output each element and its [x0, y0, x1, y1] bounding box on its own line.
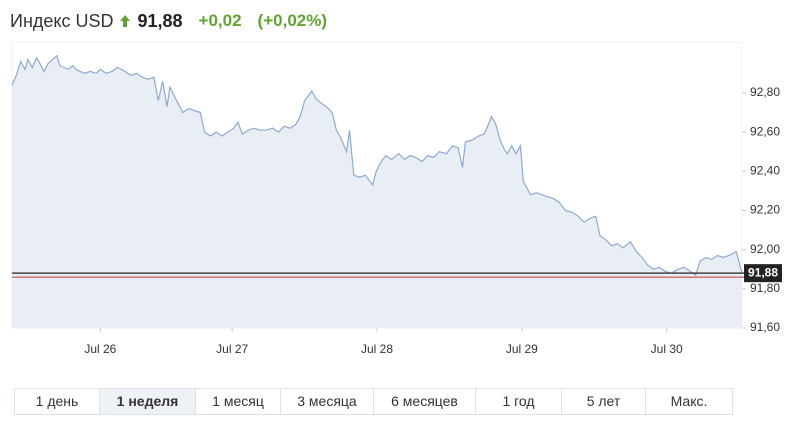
change-percent: (+0,02%): [257, 11, 327, 30]
period-tab[interactable]: 3 месяца: [281, 389, 374, 414]
y-tick-label: 91,80: [750, 281, 780, 295]
period-tab[interactable]: 1 месяц: [196, 389, 281, 414]
chart: Investing.com91,6091,8092,0092,2092,4092…: [11, 41, 782, 356]
period-tab[interactable]: 1 неделя: [100, 389, 196, 414]
area-fill: [12, 55, 742, 328]
price-line: [11, 54, 743, 277]
y-tick-label: 92,00: [750, 242, 780, 256]
y-tick-label: 92,20: [750, 203, 780, 217]
x-tick-label: Jul 26: [84, 342, 116, 356]
y-tick-label: 91,60: [750, 320, 780, 334]
up-arrow: [120, 15, 131, 27]
period-tabs: 1 день 1 неделя 1 месяц 3 месяца 6 месяцев 1 …: [14, 388, 733, 415]
period-tab[interactable]: 6 месяцев: [374, 389, 476, 414]
last-value-box: [744, 264, 782, 283]
x-tick-label: Jul 28: [361, 342, 393, 356]
x-tick-label: Jul 27: [216, 342, 248, 356]
title: Индекс USD: [10, 10, 114, 31]
change: +0,02: [198, 11, 242, 30]
price: 91,88: [137, 10, 183, 31]
period-tab[interactable]: 1 год: [476, 389, 562, 414]
period-tab[interactable]: 1 день: [15, 389, 100, 414]
y-tick-label: 92,40: [750, 163, 780, 177]
period-tab[interactable]: 5 лет: [562, 389, 646, 414]
header: Индекс USD 91,88 +0,02 (+0,02%): [10, 8, 327, 34]
y-tick-label: 92,80: [750, 85, 780, 99]
x-tick-label: Jul 30: [651, 342, 683, 356]
period-tab[interactable]: Макс.: [670, 393, 708, 409]
x-tick-label: Jul 29: [506, 342, 538, 356]
y-tick-label: 92,60: [750, 124, 780, 138]
last-value-label: 91,88: [748, 265, 778, 279]
